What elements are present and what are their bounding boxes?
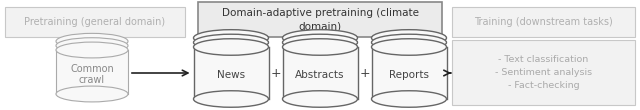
Text: News: News — [217, 71, 245, 81]
Ellipse shape — [193, 39, 269, 55]
Ellipse shape — [56, 33, 128, 49]
Ellipse shape — [371, 91, 447, 107]
FancyBboxPatch shape — [193, 47, 269, 99]
Text: - Sentiment analysis: - Sentiment analysis — [495, 68, 592, 77]
Text: Common
crawl: Common crawl — [70, 64, 114, 85]
Ellipse shape — [371, 30, 447, 46]
Text: Pretraining (general domain): Pretraining (general domain) — [24, 17, 166, 27]
Ellipse shape — [371, 34, 447, 51]
Text: Abstracts: Abstracts — [295, 71, 345, 81]
Ellipse shape — [282, 30, 358, 46]
FancyBboxPatch shape — [198, 2, 442, 37]
Text: - Text classification: - Text classification — [499, 55, 589, 64]
Ellipse shape — [193, 30, 269, 46]
Ellipse shape — [282, 34, 358, 51]
FancyBboxPatch shape — [452, 7, 635, 37]
Text: - Fact-checking: - Fact-checking — [508, 81, 579, 90]
Text: Training (downstream tasks): Training (downstream tasks) — [474, 17, 613, 27]
Text: +: + — [359, 67, 370, 80]
FancyBboxPatch shape — [452, 40, 635, 105]
Text: Reports: Reports — [389, 71, 429, 81]
Ellipse shape — [282, 91, 358, 107]
Ellipse shape — [56, 42, 128, 58]
FancyBboxPatch shape — [282, 47, 358, 99]
Ellipse shape — [282, 39, 358, 55]
Text: Domain-adaptive pretraining (climate
domain): Domain-adaptive pretraining (climate dom… — [221, 8, 419, 31]
FancyBboxPatch shape — [5, 7, 185, 37]
Text: +: + — [270, 67, 281, 80]
Ellipse shape — [56, 86, 128, 102]
Ellipse shape — [56, 38, 128, 54]
Ellipse shape — [193, 91, 269, 107]
Ellipse shape — [371, 39, 447, 55]
FancyBboxPatch shape — [56, 50, 128, 94]
Ellipse shape — [193, 34, 269, 51]
FancyBboxPatch shape — [371, 47, 447, 99]
